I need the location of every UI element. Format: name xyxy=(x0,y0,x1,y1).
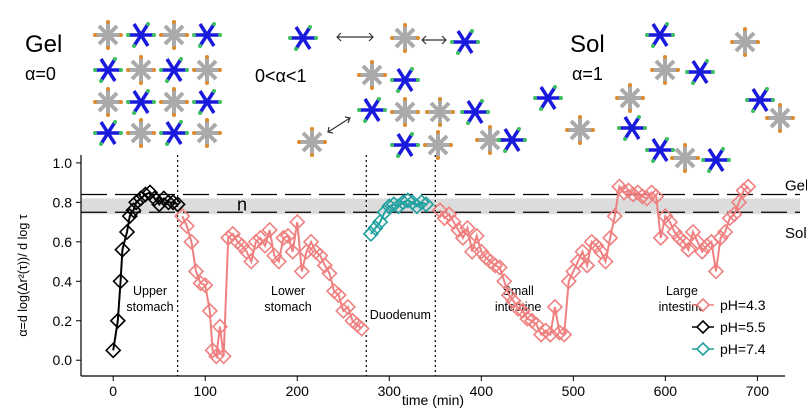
molecule xyxy=(450,29,480,55)
molecule xyxy=(615,83,645,113)
region-label: Lower xyxy=(271,284,305,298)
molecule xyxy=(670,143,700,173)
sol-label: Sol xyxy=(570,31,605,58)
arrows xyxy=(328,33,446,133)
y-tick-label: 0.8 xyxy=(53,194,73,210)
sol-side-label: Sol xyxy=(785,225,807,242)
molecule xyxy=(460,99,490,125)
legend-marker xyxy=(697,343,709,355)
molecule xyxy=(425,97,455,127)
molecule xyxy=(192,118,222,148)
region-label: Large xyxy=(666,284,698,298)
molecule xyxy=(297,127,327,157)
molecule xyxy=(159,87,189,117)
molecule xyxy=(390,97,420,127)
molecule xyxy=(685,59,715,85)
molecule xyxy=(730,27,760,57)
illustration: Gel α=0 0<α<1 Sol α=1 xyxy=(25,20,795,173)
region-label: Upper xyxy=(133,284,167,298)
molecule xyxy=(745,87,775,113)
molecule xyxy=(497,127,527,153)
molecule xyxy=(159,20,189,50)
x-tick-label: 600 xyxy=(654,383,678,399)
molecule xyxy=(423,130,453,160)
molecule xyxy=(126,55,156,85)
legend-label: pH=7.4 xyxy=(720,341,766,357)
y-tick-label: 0.4 xyxy=(53,273,73,289)
legend-label: pH=4.3 xyxy=(720,297,766,313)
x-tick-label: 400 xyxy=(470,383,494,399)
x-tick-label: 500 xyxy=(562,383,586,399)
alpha-label: α=1 xyxy=(572,64,603,84)
legend-marker xyxy=(697,321,709,333)
molecule xyxy=(192,89,222,115)
x-tick-label: 0 xyxy=(109,383,117,399)
alpha-label: α=0 xyxy=(25,64,56,84)
gel-side-label: Gel xyxy=(785,178,807,195)
legend-label: pH=5.5 xyxy=(720,319,766,335)
alpha-label: 0<α<1 xyxy=(255,66,306,86)
molecule xyxy=(93,87,123,117)
x-tick-label: 200 xyxy=(286,383,310,399)
x-axis-label: time (min) xyxy=(402,392,464,408)
molecule xyxy=(533,85,563,111)
molecule xyxy=(650,55,680,85)
band-label: n xyxy=(237,194,247,214)
molecule xyxy=(159,57,189,83)
y-tick-label: 1.0 xyxy=(53,155,73,171)
molecule xyxy=(93,120,123,146)
x-tick-label: 700 xyxy=(746,383,770,399)
region-label: stomach xyxy=(264,300,311,314)
y-axis-label: α=d log(Δr²(τ))/ d log τ xyxy=(16,214,30,336)
molecule xyxy=(288,25,318,51)
molecule xyxy=(645,22,675,48)
molecule xyxy=(390,23,420,53)
y-tick-label: 0.0 xyxy=(53,352,73,368)
molecule xyxy=(126,89,156,115)
molecule xyxy=(390,67,420,93)
molecule xyxy=(765,103,795,133)
figure: Gel α=0 0<α<1 Sol α=1 n Gel Sol Upper stomac… xyxy=(0,0,807,409)
molecule xyxy=(390,132,420,158)
molecule xyxy=(159,120,189,146)
y-tick-label: 0.2 xyxy=(53,313,73,329)
x-tick-label: 300 xyxy=(378,383,402,399)
molecule xyxy=(126,118,156,148)
x-tick-label: 100 xyxy=(194,383,218,399)
molecule xyxy=(701,147,731,173)
chart: nGelSolUpperstomachLowerstomachDuodenumS… xyxy=(16,155,807,408)
molecule xyxy=(192,55,222,85)
region-label: stomach xyxy=(126,300,173,314)
molecule xyxy=(357,97,387,123)
molecule xyxy=(192,22,222,48)
molecule xyxy=(617,115,647,141)
gel-label: Gel xyxy=(25,31,62,58)
molecule xyxy=(93,57,123,83)
region-label: Duodenum xyxy=(370,308,431,322)
molecule xyxy=(565,115,595,145)
molecule xyxy=(126,22,156,48)
y-tick-label: 0.6 xyxy=(53,234,73,250)
molecule xyxy=(357,60,387,90)
molecule xyxy=(93,20,123,50)
